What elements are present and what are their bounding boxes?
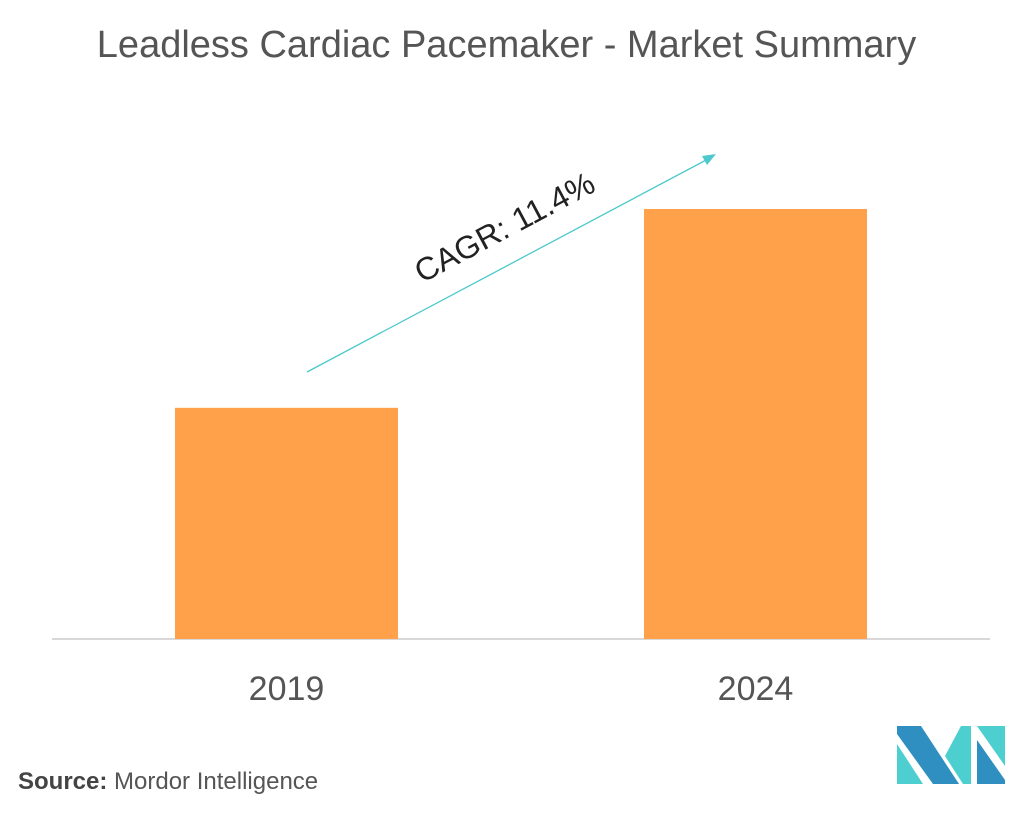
bar-2024	[644, 209, 867, 639]
source-label: Source:	[18, 768, 108, 795]
cagr-arrow-line	[306, 158, 709, 373]
cagr-arrow-head	[702, 154, 716, 165]
x-tick-label: 2024	[718, 670, 794, 708]
source-note: Source: Mordor Intelligence	[18, 768, 318, 796]
mordor-logo	[897, 726, 1005, 784]
cagr-label: CAGR: 11.4%	[408, 165, 600, 290]
chart-title: Leadless Cardiac Pacemaker - Market Summ…	[96, 24, 917, 66]
source-value: Mordor Intelligence	[114, 768, 319, 795]
x-tick-label: 2019	[249, 670, 325, 708]
bar-2019	[175, 407, 398, 639]
